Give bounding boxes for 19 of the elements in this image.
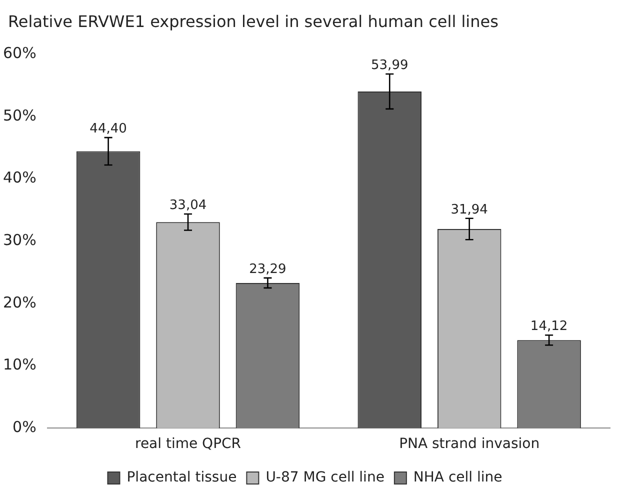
data-label: 53,99	[371, 58, 408, 73]
y-tick-label: 0%	[12, 418, 36, 436]
y-tick-label: 10%	[2, 356, 36, 374]
legend-label: NHA cell line	[413, 470, 502, 486]
legend-label: Placental tissue	[126, 470, 237, 486]
data-label: 31,94	[450, 202, 488, 218]
data-label: 23,29	[249, 262, 286, 277]
y-tick-label: 50%	[2, 106, 36, 124]
legend-label: U-87 MG cell line	[266, 470, 384, 486]
x-tick-label: real time QPCR	[134, 436, 242, 452]
y-tick-label: 40%	[2, 168, 36, 187]
y-tick-label: 30%	[2, 230, 36, 249]
y-tick-label: 20%	[2, 293, 36, 312]
data-label: 44,40	[90, 121, 127, 136]
data-label: 33,04	[169, 198, 207, 213]
chart-title: Relative ERVWE1 expression level in several human cell lines	[7, 11, 500, 33]
y-tick-label: 60%	[2, 44, 36, 62]
x-tick-label: PNA strand invasion	[399, 436, 540, 452]
data-label: 14,12	[530, 319, 568, 334]
